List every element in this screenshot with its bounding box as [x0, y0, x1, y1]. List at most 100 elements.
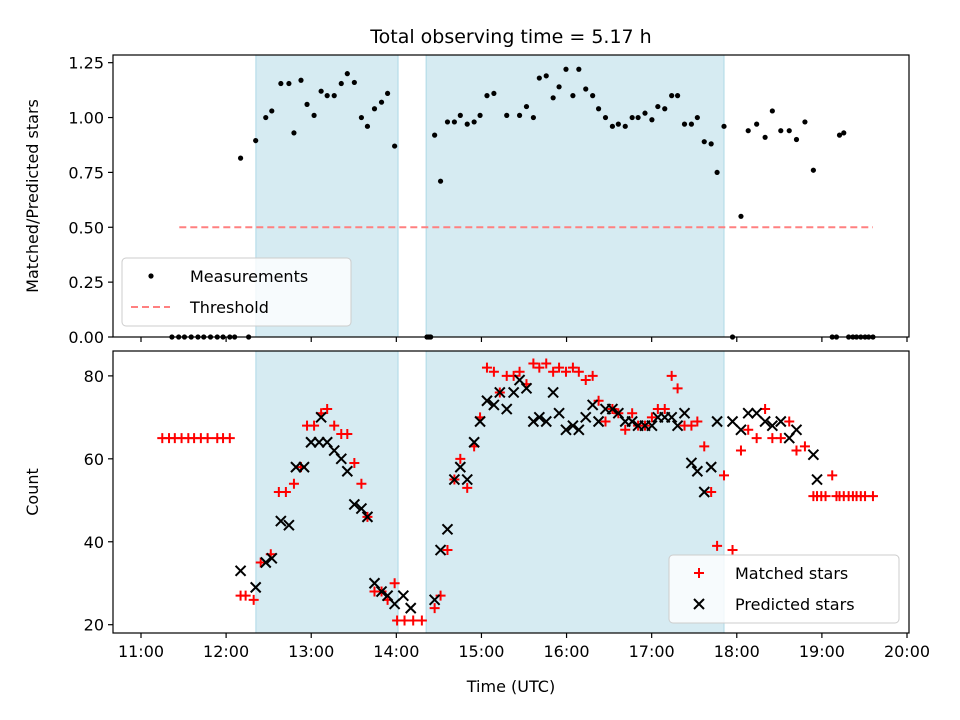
y-tick-label: 1.25	[68, 54, 104, 73]
data-point	[324, 92, 330, 99]
data-point	[750, 407, 763, 419]
data-point	[698, 486, 710, 498]
data-point	[322, 404, 333, 415]
data-point	[541, 358, 552, 369]
data-point	[678, 407, 691, 419]
x-tick-label: 19:00	[799, 642, 845, 661]
data-point	[580, 411, 592, 424]
data-point	[742, 407, 754, 419]
chart-title: Total observing time = 5.17 h	[369, 26, 651, 48]
data-point	[266, 552, 278, 565]
data-point	[669, 92, 675, 99]
data-point	[255, 557, 266, 568]
data-point	[471, 119, 477, 125]
data-point	[775, 433, 786, 444]
data-point	[253, 137, 259, 144]
data-point	[635, 114, 641, 121]
legend-marker-predicted	[693, 598, 705, 610]
data-point	[791, 445, 802, 456]
data-point	[769, 108, 775, 114]
data-point	[665, 411, 678, 424]
data-point	[708, 141, 714, 147]
data-point	[364, 123, 371, 129]
y-tick-label: 80	[84, 367, 104, 386]
data-point	[602, 114, 609, 121]
x-tick-label: 16:00	[544, 642, 590, 661]
y-tick-label: 60	[84, 450, 104, 469]
data-point	[434, 544, 447, 556]
data-point	[355, 502, 368, 515]
data-point	[504, 112, 510, 118]
y-tick-label: 0.75	[68, 163, 104, 182]
data-point	[646, 412, 657, 423]
data-point	[719, 470, 730, 481]
data-point	[691, 465, 704, 477]
data-point	[348, 498, 361, 511]
data-point	[820, 491, 831, 502]
data-point	[592, 415, 605, 428]
y-tick-label: 20	[84, 616, 104, 635]
data-point	[775, 415, 787, 428]
y-tick-label: 40	[84, 533, 104, 552]
data-point	[662, 106, 668, 112]
data-point	[349, 457, 360, 468]
x-tick-label: 17:00	[629, 642, 675, 661]
data-point	[491, 90, 497, 97]
data-point	[587, 370, 598, 381]
data-point	[560, 424, 572, 436]
data-point	[399, 615, 410, 626]
y-tick-label: 1.00	[68, 109, 104, 128]
data-point	[263, 114, 269, 121]
x-tick-label: 18:00	[714, 642, 760, 661]
y-tick-label: 0.50	[68, 218, 104, 237]
data-point	[455, 453, 466, 464]
data-point	[269, 108, 275, 114]
x-tick-label: 13:00	[288, 642, 334, 661]
data-point	[484, 92, 490, 99]
data-point	[802, 119, 808, 125]
data-point	[523, 103, 530, 110]
data-point	[556, 84, 562, 90]
data-point	[620, 424, 631, 435]
data-point	[540, 415, 552, 428]
data-point	[615, 121, 621, 127]
data-point	[726, 415, 739, 428]
data-point	[786, 128, 792, 134]
data-point	[751, 433, 762, 444]
data-point	[586, 399, 599, 411]
data-point	[721, 123, 727, 129]
data-point	[224, 433, 235, 444]
data-point	[590, 92, 596, 99]
data-point	[606, 403, 619, 415]
data-point	[384, 90, 391, 97]
data-point	[442, 545, 453, 556]
data-point	[481, 395, 493, 407]
axes-frame	[112, 54, 910, 338]
data-point	[841, 130, 847, 136]
data-point	[570, 92, 576, 99]
y-tick-label: 0.00	[68, 328, 104, 347]
data-point	[389, 578, 400, 589]
data-point	[548, 366, 559, 377]
data-point	[554, 362, 565, 373]
data-point	[405, 602, 417, 614]
data-point	[494, 386, 506, 399]
data-point	[622, 123, 628, 129]
data-point	[448, 473, 461, 486]
data-point	[735, 424, 747, 436]
y-tick-label: 0.25	[68, 273, 104, 292]
data-point	[705, 461, 717, 473]
panel-2: 20 40 60 80 11:00 12:00 13:00 14:00 15:00 16:00 17…	[23, 350, 930, 696]
data-point	[202, 433, 213, 444]
data-point	[745, 128, 751, 134]
data-point	[298, 461, 310, 473]
data-point	[408, 615, 419, 626]
data-point	[429, 603, 440, 614]
data-point	[335, 453, 347, 465]
data-point	[738, 213, 744, 219]
data-point	[547, 386, 559, 399]
x-tick-label: 12:00	[203, 642, 249, 661]
data-point	[534, 362, 545, 373]
data-point	[685, 457, 698, 469]
data-point	[514, 366, 525, 377]
